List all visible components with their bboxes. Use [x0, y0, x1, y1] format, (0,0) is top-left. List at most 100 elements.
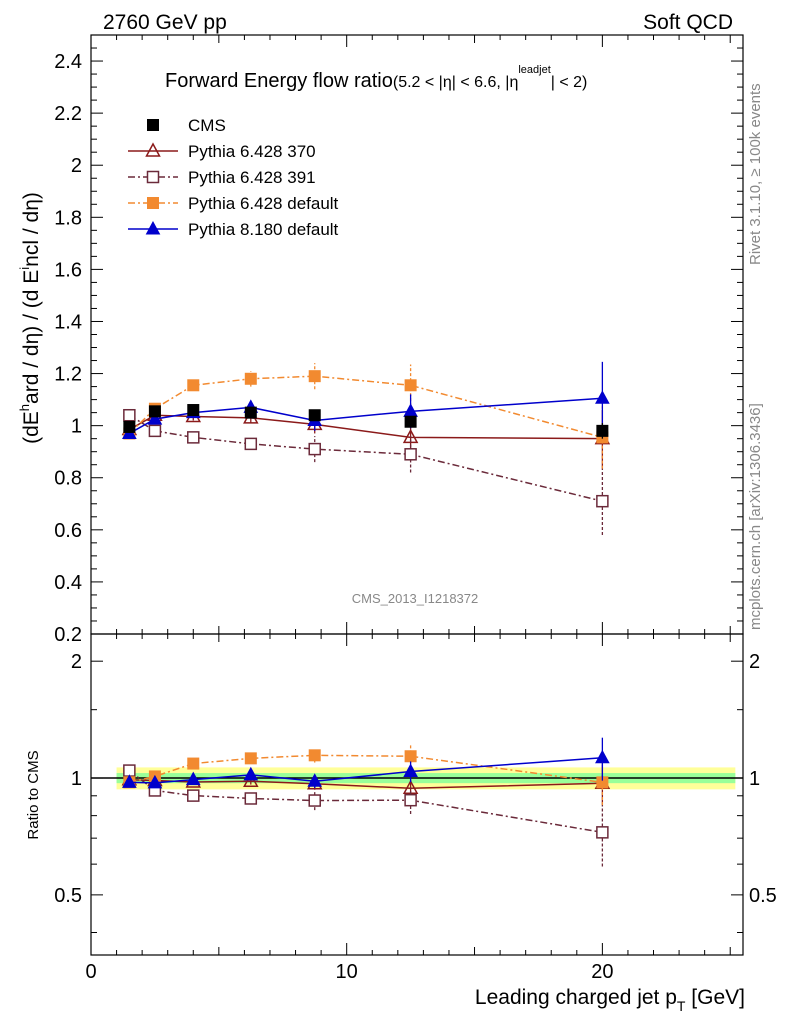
- y-label-p3: ncl / dη): [20, 192, 43, 267]
- y-label-sup: h: [17, 404, 32, 411]
- ratio-point-pythia-8-180-default: [307, 773, 323, 787]
- y-tick-label: 2: [71, 155, 82, 177]
- rivet-label: Rivet 3.1.10, ≥ 100k events: [747, 83, 764, 265]
- data-point-pythia-8-180-default: [595, 390, 610, 404]
- analysis-watermark: CMS_2013_I1218372: [352, 591, 479, 606]
- y-tick-label: 0.4: [54, 572, 82, 594]
- x-tick-label: 10: [336, 961, 358, 983]
- data-point-pythia-6-428-391: [308, 442, 321, 456]
- series-line-pythia-6-428-default: [128, 375, 603, 439]
- x-label-sub: T: [677, 998, 686, 1014]
- chart-title-eta2: η: [509, 74, 518, 91]
- y-label-p1: (dE: [20, 411, 43, 444]
- legend-marker-cms: [147, 119, 159, 131]
- x-label-p2: [GeV]: [685, 986, 745, 1009]
- ratio-point-pythia-8-180-default: [243, 766, 259, 781]
- ratio-point-pythia-6-428-default: [244, 752, 257, 765]
- x-tick-label: 20: [591, 961, 613, 983]
- data-point-pythia-6-428-391: [244, 437, 258, 451]
- ratio-y-axis-label: Ratio to CMS: [25, 750, 42, 839]
- x-label-p1: Leading charged jet p: [475, 986, 677, 1009]
- ratio-point-pythia-6-428-default: [187, 757, 200, 770]
- y-tick-label: 1.2: [54, 364, 82, 386]
- y-tick-label: 2.4: [54, 51, 82, 73]
- data-point-pythia-8-180-default: [147, 411, 163, 425]
- chart-title: Forward Energy flow ratio(5.2 < |η| < 6.…: [165, 64, 587, 92]
- data-point-cms: [404, 415, 417, 428]
- main-series-group: [121, 361, 611, 536]
- y-label-p2: ard / dη) / (d E: [20, 270, 43, 404]
- chart-title-sub1: (5.2 < |: [393, 74, 443, 91]
- ratio-tick-label: 0.5: [54, 885, 82, 907]
- data-point-cms: [123, 420, 136, 433]
- data-point-pythia-6-428-391: [404, 448, 417, 461]
- y-tick-label: 0.6: [54, 520, 82, 542]
- mcplots-label: mcplots.cern.ch [arXiv:1306.3436]: [747, 403, 764, 630]
- data-point-cms: [148, 405, 161, 418]
- chart-title-eta1: η: [443, 74, 452, 91]
- y-label-sub: i: [17, 267, 32, 270]
- y-tick-label: 1.8: [54, 207, 82, 229]
- legend-label-pythia-6-428-391: Pythia 6.428 391: [188, 168, 316, 187]
- ratio-tick-label: 2: [71, 651, 82, 673]
- data-point-pythia-6-428-default: [404, 379, 417, 392]
- ratio-point-pythia-6-428-391: [404, 793, 417, 807]
- x-axis-label: Leading charged jet pT [GeV]: [475, 986, 745, 1014]
- header-right: Soft QCD: [643, 11, 733, 34]
- ratio-point-pythia-8-180-default: [185, 771, 201, 786]
- data-point-pythia-6-428-391: [187, 431, 200, 444]
- legend-marker-pythia-6-428-370: [145, 142, 161, 157]
- chart-title-sub2: | < 6.6, |: [452, 74, 510, 91]
- series-line-pythia-8-180-default: [128, 397, 603, 435]
- y-tick-label: 2.2: [54, 103, 82, 125]
- data-point-pythia-6-428-default: [187, 379, 200, 392]
- y-tick-label: 1.4: [54, 311, 82, 333]
- ratio-tick-label: 1: [71, 768, 82, 790]
- ratio-plot-frame: [90, 633, 744, 956]
- ratio-point-pythia-6-428-391: [596, 826, 609, 839]
- series-line-pythia-6-428-391: [128, 414, 603, 502]
- legend-marker-pythia-8-180-default: [145, 220, 161, 235]
- y-tick-label: 0.2: [54, 624, 82, 646]
- chart-title-sub3: | < 2): [551, 74, 588, 91]
- ratio-point-pythia-6-428-391: [308, 794, 321, 807]
- legend-label-pythia-6-428-370: Pythia 6.428 370: [188, 142, 316, 161]
- y-tick-label: 1.6: [54, 259, 82, 281]
- ratio-point-pythia-6-428-391: [244, 792, 258, 805]
- legend-label-pythia-6-428-default: Pythia 6.428 default: [188, 194, 339, 213]
- ratio-tick-label-right: 1: [749, 768, 760, 790]
- legend-label-pythia-8-180-default: Pythia 8.180 default: [188, 220, 339, 239]
- legend-marker-pythia-6-428-391: [146, 170, 160, 184]
- y-tick-label: 0.8: [54, 468, 82, 490]
- ratio-point-pythia-8-180-default: [147, 774, 163, 789]
- data-point-pythia-6-428-default: [244, 372, 257, 385]
- x-tick-label: 0: [85, 961, 96, 983]
- ratio-point-pythia-8-180-default: [595, 749, 610, 764]
- legend: CMS Pythia 6.428 370 Pythia 6.428 391 Pythi…: [128, 116, 339, 239]
- chart-title-main: Forward Energy flow ratio: [165, 70, 393, 92]
- ratio-tick-label-right: 0.5: [749, 885, 777, 907]
- chart-title-sup: leadjet: [518, 64, 550, 76]
- data-point-cms: [308, 409, 321, 422]
- data-point-pythia-6-428-391: [596, 494, 609, 508]
- ratio-point-pythia-6-428-default: [404, 750, 417, 763]
- axes-group: 0 10 20 0.2 0.4 0.6 0.8 1 1.2 1.4 1.6 1.8 2 2.2 2.4 0.5…: [54, 34, 777, 983]
- ratio-tick-label-right: 2: [749, 651, 760, 673]
- y-tick-label: 1: [71, 416, 82, 438]
- ratio-point-pythia-8-180-default: [403, 763, 418, 778]
- data-point-cms: [596, 424, 609, 437]
- ratio-point-pythia-8-180-default: [122, 774, 137, 788]
- legend-marker-pythia-6-428-default: [147, 197, 159, 209]
- header-left: 2760 GeV pp: [103, 11, 227, 34]
- ratio-point-pythia-6-428-391: [187, 789, 200, 802]
- legend-label-cms: CMS: [188, 116, 226, 135]
- data-point-pythia-6-428-default: [308, 370, 321, 383]
- ratio-point-pythia-6-428-default: [308, 749, 321, 762]
- data-point-cms: [187, 404, 200, 417]
- data-point-pythia-6-428-391: [123, 408, 136, 422]
- ratio-series-group: [121, 737, 611, 867]
- y-axis-label: (dEhard / dη) / (d Eincl / dη): [17, 192, 43, 444]
- data-point-pythia-6-428-391: [148, 424, 162, 438]
- data-point-cms: [244, 406, 257, 419]
